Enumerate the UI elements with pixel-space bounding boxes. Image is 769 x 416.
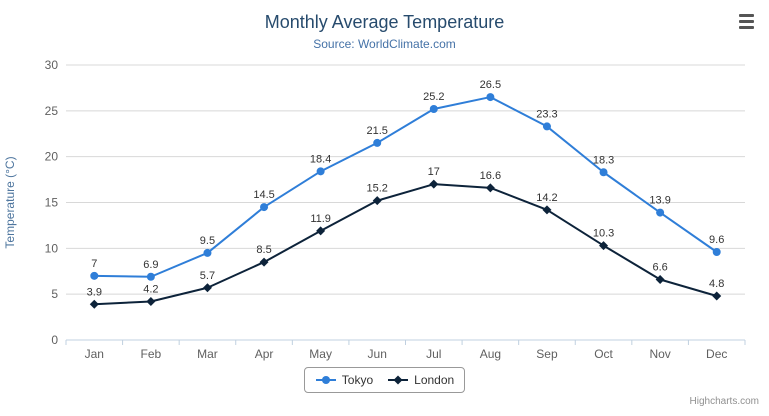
marker-london-mar[interactable] bbox=[202, 283, 212, 293]
x-axis-category-label: Apr bbox=[255, 347, 274, 361]
credits-link[interactable]: Highcharts.com bbox=[689, 396, 759, 407]
legend-diamond-icon bbox=[388, 375, 409, 385]
x-axis-category-label: Aug bbox=[480, 347, 501, 361]
y-axis-title: Temperature (°C) bbox=[3, 156, 17, 248]
data-label: 14.2 bbox=[536, 192, 557, 204]
data-label: 6.6 bbox=[652, 262, 667, 274]
legend-circle-icon bbox=[315, 376, 336, 384]
data-label: 18.3 bbox=[593, 154, 614, 166]
marker-tokyo-feb[interactable] bbox=[146, 272, 155, 281]
marker-london-aug[interactable] bbox=[485, 183, 495, 193]
data-label: 26.5 bbox=[480, 79, 501, 91]
marker-london-jul[interactable] bbox=[429, 179, 439, 189]
chart-subtitle: Source: WorldClimate.com bbox=[313, 37, 456, 51]
marker-london-nov[interactable] bbox=[655, 275, 665, 284]
x-axis-category-label: Mar bbox=[197, 347, 218, 361]
marker-tokyo-jul[interactable] bbox=[429, 105, 438, 113]
y-axis-tick-label: 20 bbox=[45, 150, 59, 164]
marker-tokyo-oct[interactable] bbox=[599, 168, 608, 177]
marker-london-may[interactable] bbox=[316, 226, 326, 236]
data-label: 10.3 bbox=[593, 228, 614, 240]
data-label: 25.2 bbox=[423, 91, 444, 103]
x-axis-category-label: Jan bbox=[85, 347, 104, 361]
chart-title: Monthly Average Temperature bbox=[264, 12, 505, 32]
legend-item-london[interactable]: London bbox=[387, 373, 454, 387]
series-line-london bbox=[93, 183, 718, 306]
data-label: 5.7 bbox=[200, 270, 215, 282]
y-axis-tick-label: 0 bbox=[51, 333, 58, 347]
marker-tokyo-apr[interactable] bbox=[260, 203, 269, 212]
marker-tokyo-dec[interactable] bbox=[712, 248, 721, 256]
data-label: 14.5 bbox=[253, 189, 274, 201]
y-axis-tick-label: 30 bbox=[45, 58, 59, 72]
legend-box: Tokyo London bbox=[303, 367, 466, 393]
data-label: 7 bbox=[91, 258, 97, 270]
marker-london-sep[interactable] bbox=[542, 205, 552, 215]
data-label: 4.2 bbox=[143, 284, 158, 296]
x-axis-category-label: Nov bbox=[649, 347, 670, 361]
marker-london-feb[interactable] bbox=[146, 297, 156, 306]
context-menu-button[interactable] bbox=[732, 9, 760, 33]
data-label: 9.5 bbox=[200, 235, 215, 247]
x-axis-category-label: May bbox=[309, 347, 332, 361]
marker-tokyo-jan[interactable] bbox=[90, 271, 99, 280]
marker-london-apr[interactable] bbox=[259, 257, 269, 267]
data-label: 3.9 bbox=[87, 286, 102, 298]
legend-label-tokyo: Tokyo bbox=[341, 373, 374, 387]
marker-london-jun[interactable] bbox=[372, 196, 382, 206]
marker-london-oct[interactable] bbox=[599, 241, 609, 251]
data-label: 6.9 bbox=[143, 259, 158, 271]
data-label: 8.5 bbox=[256, 244, 271, 256]
line-chart-plot-area: 0 5 10 15 20 25 30 Jan Feb Mar Apr May Jun Jul Aug Sep O… bbox=[3, 58, 746, 361]
y-axis-tick-label: 10 bbox=[45, 241, 59, 255]
marker-tokyo-nov[interactable] bbox=[656, 208, 665, 217]
data-label: 18.4 bbox=[310, 153, 331, 165]
x-axis-category-label: Jun bbox=[368, 347, 387, 361]
data-label: 13.9 bbox=[649, 195, 670, 207]
data-label: 17 bbox=[428, 166, 440, 178]
legend: Tokyo London bbox=[0, 367, 769, 393]
x-axis-category-label: Jul bbox=[426, 347, 441, 361]
marker-london-dec[interactable] bbox=[712, 291, 722, 301]
hamburger-menu-icon bbox=[735, 12, 757, 30]
data-label: 23.3 bbox=[536, 108, 557, 120]
marker-london-jan[interactable] bbox=[89, 299, 99, 309]
x-axis-category-label: Sep bbox=[536, 347, 558, 361]
x-axis-category-label: Dec bbox=[706, 347, 727, 361]
data-label: 11.9 bbox=[310, 213, 331, 225]
y-axis-tick-label: 5 bbox=[51, 287, 58, 301]
legend-item-tokyo[interactable]: Tokyo bbox=[315, 373, 373, 387]
data-label: 16.6 bbox=[480, 170, 501, 182]
legend-label-london: London bbox=[414, 373, 455, 387]
marker-tokyo-jun[interactable] bbox=[373, 138, 382, 147]
y-axis-tick-label: 25 bbox=[45, 104, 59, 118]
marker-tokyo-may[interactable] bbox=[316, 167, 325, 176]
data-label: 4.8 bbox=[709, 278, 724, 290]
x-axis-category-label: Oct bbox=[594, 347, 613, 361]
data-label: 15.2 bbox=[366, 183, 387, 195]
data-label: 9.6 bbox=[709, 234, 724, 246]
series-line-tokyo bbox=[93, 96, 718, 278]
data-label: 21.5 bbox=[366, 125, 387, 137]
y-axis-tick-label: 15 bbox=[45, 196, 59, 210]
marker-tokyo-sep[interactable] bbox=[542, 122, 551, 131]
marker-tokyo-mar[interactable] bbox=[203, 248, 212, 257]
x-axis-category-label: Feb bbox=[141, 347, 162, 361]
marker-tokyo-aug[interactable] bbox=[486, 93, 495, 102]
